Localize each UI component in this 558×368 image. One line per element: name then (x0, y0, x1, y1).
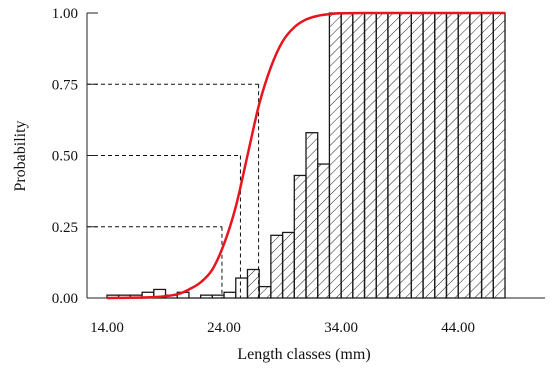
bar (387, 12, 401, 299)
bar (375, 12, 389, 299)
tick-marks: 0.00 0.25 0.50 0.75 1.00 14.00 24.00 34.00 44.00 (52, 6, 475, 336)
bar (398, 12, 413, 299)
bar (340, 12, 354, 299)
bar (246, 268, 260, 299)
bar (363, 12, 377, 299)
bar (235, 277, 249, 299)
y-tick-label: 0.00 (52, 291, 78, 307)
y-tick-label: 1.00 (52, 6, 78, 22)
x-tick-label: 34.00 (324, 320, 358, 336)
bar (492, 12, 506, 299)
bar (317, 163, 331, 299)
bar (305, 132, 319, 299)
x-axis-label: Length classes (mm) (237, 346, 370, 363)
x-tick-label: 44.00 (441, 320, 475, 336)
bar (223, 291, 237, 299)
bar (270, 234, 284, 299)
bar (293, 174, 307, 299)
y-tick-label: 0.25 (52, 220, 78, 236)
selectivity-curve (106, 11, 505, 300)
x-tick-label: 14.00 (90, 320, 124, 336)
reference-lines (87, 83, 260, 298)
y-tick-label: 0.50 (52, 149, 78, 165)
bar (352, 12, 366, 299)
bar (469, 12, 483, 299)
bar (480, 12, 494, 299)
bar (434, 12, 448, 299)
bar (445, 12, 459, 299)
bar (281, 231, 295, 299)
bar (422, 12, 436, 299)
y-tick-label: 0.75 (52, 77, 78, 93)
bar (410, 12, 424, 299)
bar (457, 12, 471, 299)
bar (258, 285, 272, 299)
bar (328, 12, 342, 299)
x-tick-label: 24.00 (207, 320, 241, 336)
y-axis-label: Probability (12, 120, 29, 191)
